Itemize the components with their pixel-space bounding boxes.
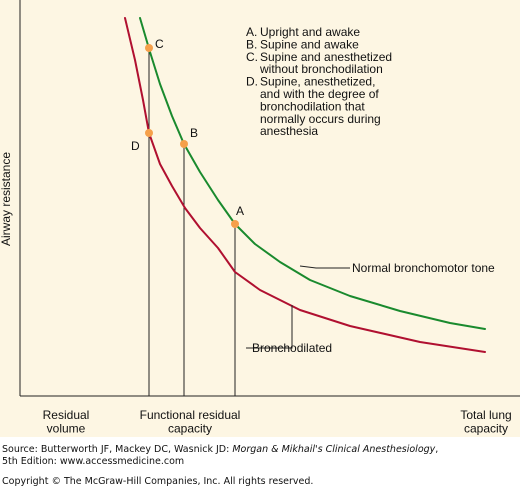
x-label-frc-line-1: Functional residual [140,408,241,422]
source-title: Morgan & Mikhail's Clinical Anesthesiolo… [232,444,436,455]
source-citation: Source: Butterworth JF, Mackey DC, Wasni… [2,444,518,468]
point-d-marker [145,129,153,137]
source-prefix: Source: Butterworth JF, Mackey DC, Wasni… [2,444,233,455]
chart-labels: C B A D Normal bronchomotor tone Bronchodilat… [43,25,512,436]
point-b-label: B [190,126,198,140]
x-label-rv-line-2: volume [47,422,86,436]
legend-entry-c-line-1: Supine and anesthetized [260,50,392,64]
legend-entry-c-line-2: without bronchodilation [259,62,383,76]
point-c-label: C [155,37,164,51]
source-edition: 5th Edition: www.accessmedicine.com [2,456,185,467]
x-label-rv-line-1: Residual [43,408,90,422]
state-points [145,44,239,228]
source-suffix: , [435,444,439,455]
legend-entry-d-line-2: and with the degree of [260,87,379,101]
bronchodilated-callout-line [246,305,293,349]
legend-entry-d-line-3: bronchodilation that [260,99,365,113]
axes: Airway resistance [0,0,520,397]
legend-entry-a-line-1: Upright and awake [260,25,360,39]
x-label-tlc-line-2: capacity [464,422,508,436]
normal-tone-callout-line [299,265,350,269]
legend-entry-d-line-1: Supine, anesthetized, [260,75,375,89]
point-c-marker [145,44,153,52]
legend-entry-b-line-1: Supine and awake [260,37,359,51]
legend-key-b: B. [246,37,257,51]
bronchodilated-label: Bronchodilated [252,341,332,355]
x-label-frc-line-2: capacity [168,422,212,436]
legend-entry-d-line-5: anesthesia [260,124,318,138]
copyright-notice: Copyright © The McGraw-Hill Companies, I… [2,476,314,487]
normal-tone-label: Normal bronchomotor tone [352,261,495,275]
y-axis-label: Airway resistance [0,152,13,246]
point-a-marker [231,220,239,228]
chart-svg: Airway resistance C B A D Normal bronchomoto… [0,0,520,436]
bronchodilated-curve [124,17,486,353]
point-b-marker [180,140,188,148]
point-d-label: D [131,139,140,153]
drop-lines [148,48,236,396]
legend-key-c: C. [246,50,258,64]
legend-entry-d-line-4: normally occurs during [260,112,381,126]
x-label-tlc-line-1: Total lung [460,408,511,422]
legend-key-d: D. [246,75,258,89]
legend-key-a: A. [246,25,257,39]
point-a-label: A [236,204,244,218]
chart-figure: Airway resistance C B A D Normal bronchomoto… [0,0,520,437]
